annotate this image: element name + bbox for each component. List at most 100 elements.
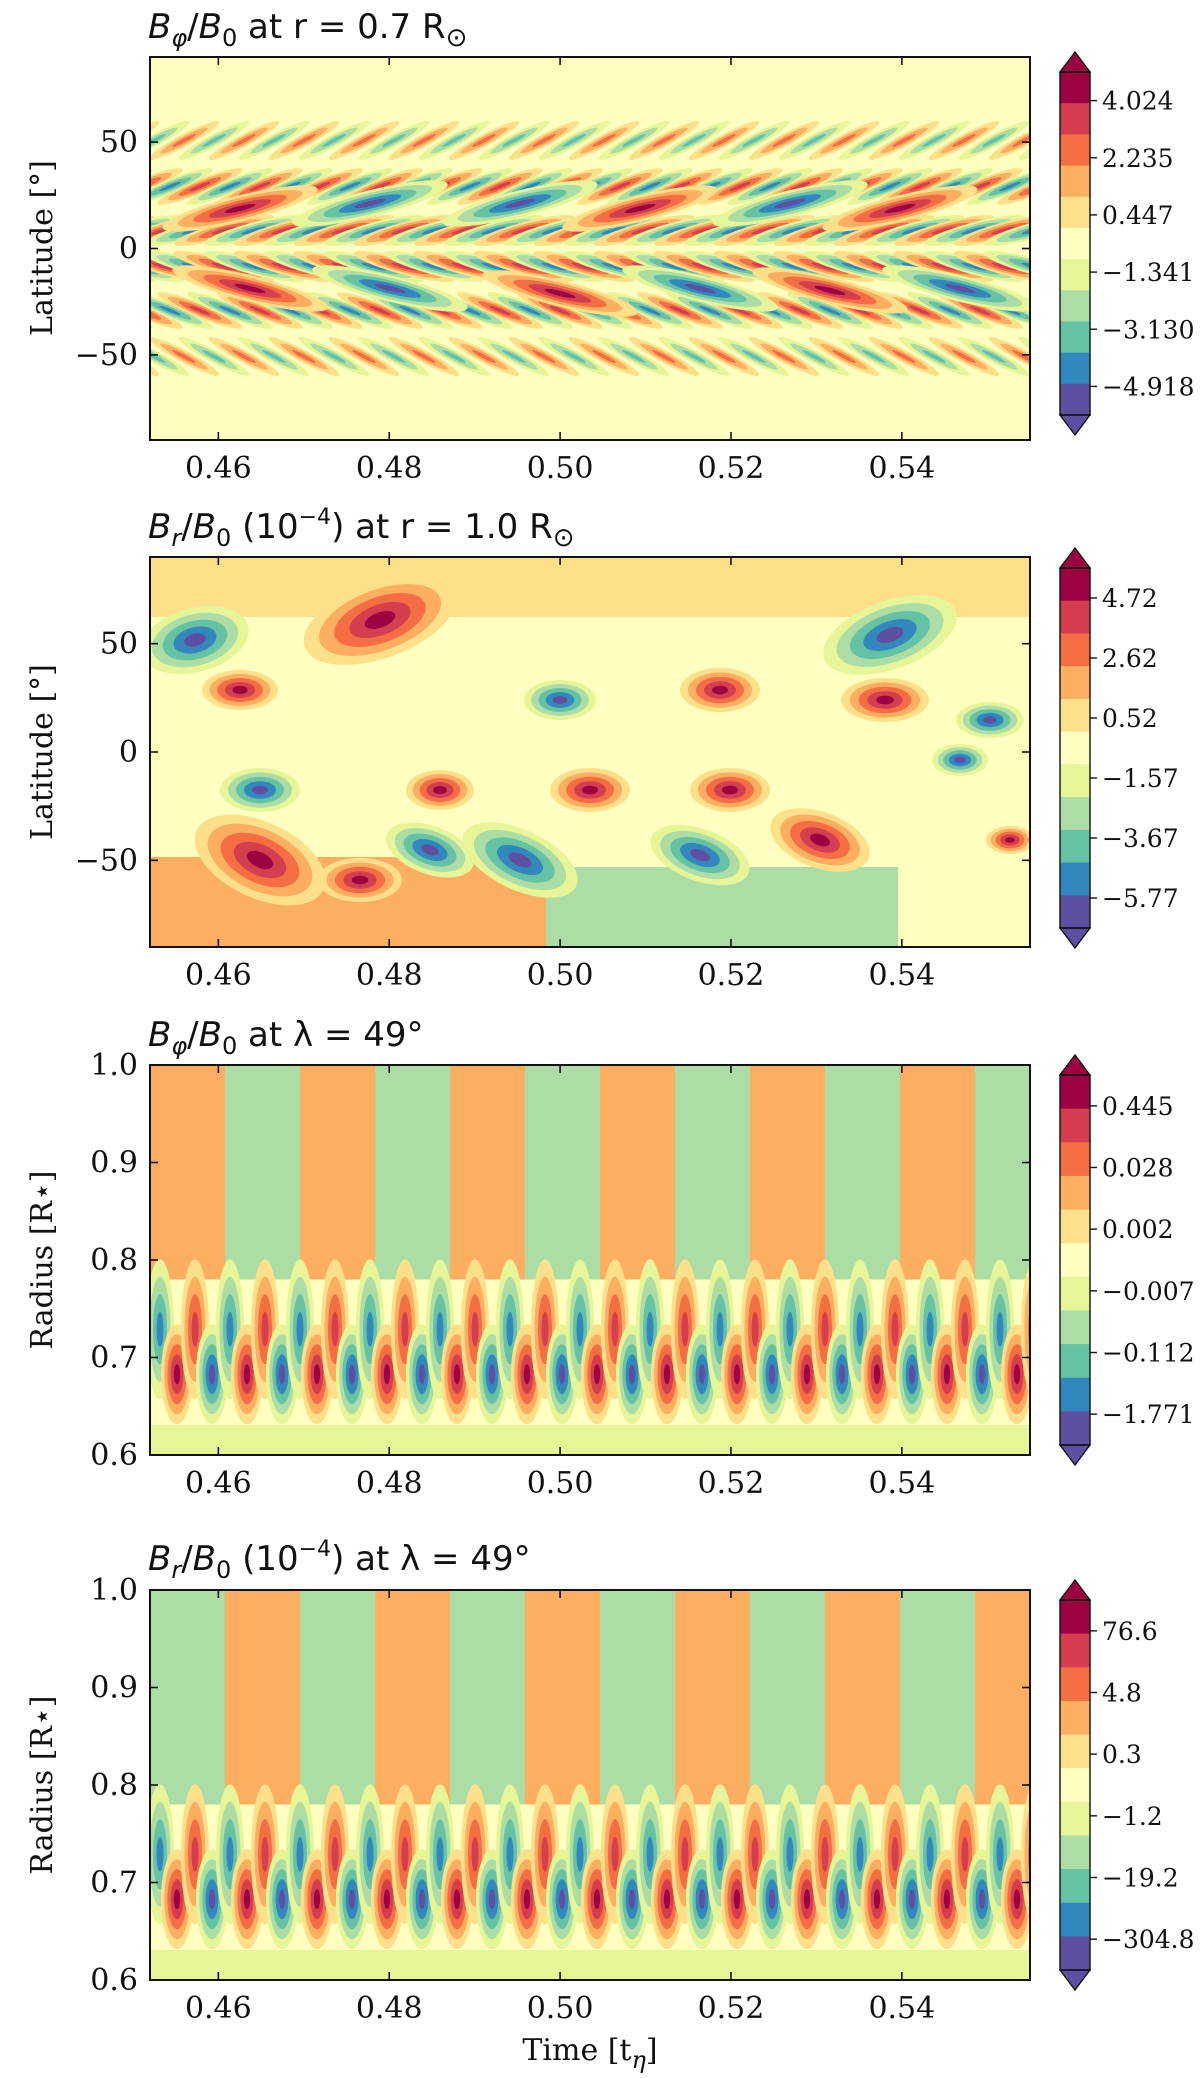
colorbar-frame (1059, 71, 1091, 416)
positive-lobe (433, 786, 447, 794)
negative-lobe (301, 226, 327, 235)
positive-lobe (712, 685, 728, 695)
upper-region (525, 1065, 600, 1280)
negative-lobe (506, 1311, 514, 1347)
upper-region (225, 1065, 300, 1280)
negative-lobe (348, 1889, 356, 1910)
negative-lobe (768, 1889, 776, 1910)
negative-lobe (366, 1836, 374, 1872)
negative-lobe (159, 181, 181, 192)
positive-lobe (232, 349, 256, 364)
upper-region (225, 1590, 300, 1805)
positive-lobe (472, 349, 496, 364)
negative-lobe (541, 262, 567, 271)
negative-lobe (322, 349, 346, 364)
positive-lobe (91, 261, 117, 272)
panel-1-plot-area (150, 57, 1030, 440)
colorbar-tick-label: −1.57 (1102, 764, 1179, 793)
positive-lobe (961, 1311, 969, 1347)
upper-region (525, 1590, 600, 1805)
colorbar-segment (1060, 829, 1090, 864)
negative-lobe (442, 133, 466, 148)
positive-lobe (172, 349, 196, 364)
positive-lobe (489, 305, 511, 316)
negative-lobe (150, 168, 153, 205)
positive-lobe (810, 833, 830, 847)
positive-lobe (961, 1836, 969, 1872)
positive-lobe (451, 262, 477, 271)
negative-lobe (999, 181, 1021, 192)
positive-lobe (681, 1311, 689, 1347)
upper-region (300, 1590, 375, 1805)
negative-lobe (339, 181, 361, 192)
negative-lobe (978, 1364, 986, 1385)
positive-lobe (722, 785, 738, 795)
panel-3-colorbar: 0.445 0.028 0.002 −0.007 −0.112 −1.771 (1058, 1053, 1195, 1467)
negative-lobe (241, 262, 267, 271)
positive-lobe (232, 686, 248, 694)
positive-lobe (691, 226, 717, 235)
positive-lobe (211, 262, 237, 271)
x-tick-label: 0.48 (356, 1466, 423, 1501)
x-tick-label: 0.46 (185, 1466, 252, 1501)
x-tick-label: 0.46 (185, 958, 252, 993)
positive-lobe (803, 1889, 811, 1910)
negative-lobe (262, 349, 286, 364)
negative-lobe (76, 293, 144, 329)
colorbar-tick-label: −0.007 (1102, 1277, 1195, 1306)
negative-lobe (552, 696, 568, 704)
colorbar-segment (1060, 568, 1090, 602)
positive-lobe (803, 1364, 811, 1385)
upper-region (600, 1065, 675, 1280)
negative-lobe (661, 226, 687, 235)
negative-lobe (802, 349, 826, 364)
x-tick-label: 0.54 (868, 958, 935, 993)
negative-lobe (1021, 262, 1030, 271)
colorbar-frame (1059, 1074, 1091, 1446)
negative-lobe (690, 848, 710, 862)
positive-lobe (453, 1889, 461, 1910)
positive-lobe (592, 349, 616, 364)
positive-lobe (663, 1364, 671, 1385)
negative-lobe (502, 133, 526, 148)
negative-lobe (361, 226, 387, 235)
positive-lobe (271, 226, 297, 235)
positive-lobe (313, 1889, 321, 1910)
upper-region (375, 1065, 450, 1280)
negative-lobe (562, 349, 586, 364)
positive-lobe (952, 133, 976, 148)
positive-lobe (1029, 305, 1030, 316)
positive-lobe (1029, 181, 1030, 192)
positive-lobe (814, 285, 846, 296)
x-tick-label: 0.54 (868, 451, 935, 486)
positive-lobe (150, 214, 155, 247)
y-tick-label: 0.8 (90, 1768, 138, 1803)
negative-lobe (922, 349, 946, 364)
positive-lobe (952, 349, 976, 364)
negative-lobe (361, 262, 387, 271)
negative-lobe (1049, 1889, 1055, 1909)
colorbar-tick-label: 4.72 (1102, 584, 1158, 613)
colorbar-segment (1060, 1108, 1090, 1143)
colorbar-tick-label: 0.52 (1102, 704, 1158, 733)
colorbar-tick-label: −3.130 (1102, 315, 1195, 344)
colorbar-frame (1059, 1599, 1091, 1971)
colorbar-segment (1060, 1310, 1090, 1345)
x-tick-label: 0.50 (527, 958, 594, 993)
positive-lobe (571, 262, 597, 271)
positive-lobe (172, 133, 196, 148)
positive-lobe (669, 305, 691, 316)
negative-lobe (996, 1311, 1004, 1347)
negative-lobe (628, 1364, 636, 1385)
panel-3: Bφ/B0 at λ = 49° Radius [R⋆] 0.46 0.48 0.5… (25, 1015, 1195, 1501)
negative-lobe (1008, 258, 1030, 275)
panel-3-yticks: 1.0 0.9 0.8 0.7 0.6 (90, 1048, 1030, 1473)
colorbar-segment (1060, 600, 1090, 634)
x-tick-label: 0.50 (527, 1466, 594, 1501)
positive-lobe (969, 305, 991, 316)
panel-2-colorbar: 4.72 2.62 0.52 −1.57 −3.67 −5.77 (1058, 546, 1179, 950)
negative-lobe (628, 1889, 636, 1910)
positive-lobe (609, 181, 631, 192)
x-tick-label: 0.50 (527, 1991, 594, 2026)
negative-lobe (99, 305, 122, 317)
